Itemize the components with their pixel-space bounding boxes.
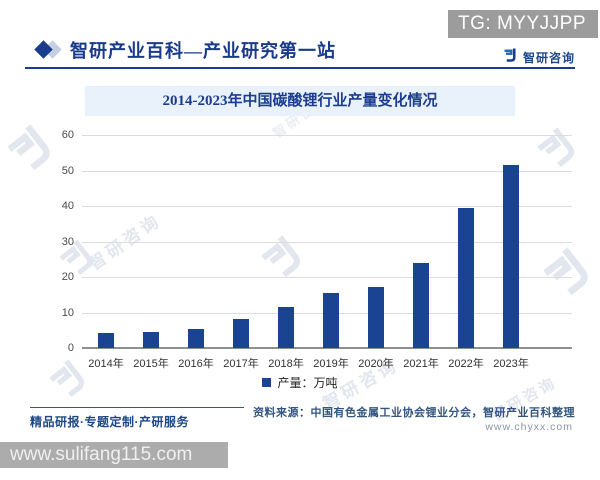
y-axis-tick-label: 40 [61, 200, 74, 212]
y-axis-tick-label: 10 [61, 306, 74, 319]
x-axis-label: 2014年 [88, 358, 124, 370]
zhiyan-logo-text: 智研咨询 [522, 50, 575, 65]
footer-divider [30, 407, 244, 408]
bar-2014年 [98, 333, 114, 348]
source-website: www.chyxx.com [485, 421, 573, 433]
data-source: 资料来源：中国有色金属工业协会锂业分会，智研产业百科整理 [253, 407, 575, 419]
bar-2021年 [413, 262, 429, 348]
x-axis-line [82, 347, 572, 349]
diamond-icon [34, 40, 62, 59]
header-divider [25, 67, 575, 69]
x-axis-label: 2015年 [133, 358, 169, 370]
y-axis: 0 10 20 30 40 50 60 [36, 129, 74, 354]
x-axis-label: 2019年 [313, 358, 349, 370]
gridline [82, 277, 572, 278]
y-axis-tick-label: 20 [61, 271, 74, 283]
footer-tagline: 精品研报·专题定制·产研服务 [30, 415, 189, 429]
gridline [82, 135, 572, 136]
x-axis-label: 2017年 [223, 358, 259, 370]
plot-area: 2014年 2015年 2016年 2017年 2018年 2019年 2020年 2021年… [82, 135, 572, 370]
gridline [82, 170, 572, 172]
zhiyan-logo: 智研咨询 [503, 47, 575, 67]
bar-2018年 [278, 306, 294, 348]
chart-legend: 产量：万吨 [0, 374, 600, 391]
bar-2015年 [143, 332, 159, 348]
x-axis-label: 2021年 [403, 358, 439, 370]
tg-badge: TG: MYYJJPP [448, 10, 598, 38]
bar-2017年 [233, 319, 249, 348]
x-axis-label: 2020年 [358, 358, 394, 370]
bar-2016年 [188, 329, 204, 348]
page-header: 智研产业百科—产业研究第一站 [34, 37, 336, 63]
y-axis-tick-label: 30 [61, 235, 74, 248]
bar-2020年 [368, 286, 384, 348]
x-axis-label: 2016年 [178, 358, 214, 370]
bar-2019年 [323, 293, 339, 348]
bar-2023年 [503, 165, 519, 348]
gridline [82, 241, 572, 243]
bottom-url-banner: www.sulifang115.com [0, 442, 228, 468]
chart-title: 2014-2023年中国碳酸锂行业产量变化情况 [85, 86, 515, 116]
gridline [82, 206, 572, 207]
y-axis-tick-label: 50 [61, 164, 74, 177]
legend-swatch [262, 378, 272, 387]
x-axis-label: 2018年 [268, 358, 304, 370]
x-axis-label: 2022年 [448, 358, 484, 370]
brand-title: 智研产业百科—产业研究第一站 [70, 41, 336, 61]
bar-2022年 [458, 207, 474, 348]
y-axis-tick-label: 0 [67, 342, 74, 354]
x-axis-label: 2023年 [493, 358, 529, 370]
y-axis-tick-label: 60 [61, 129, 74, 141]
zhiyan-logo-icon [503, 47, 518, 67]
legend-label: 产量：万吨 [277, 376, 338, 390]
